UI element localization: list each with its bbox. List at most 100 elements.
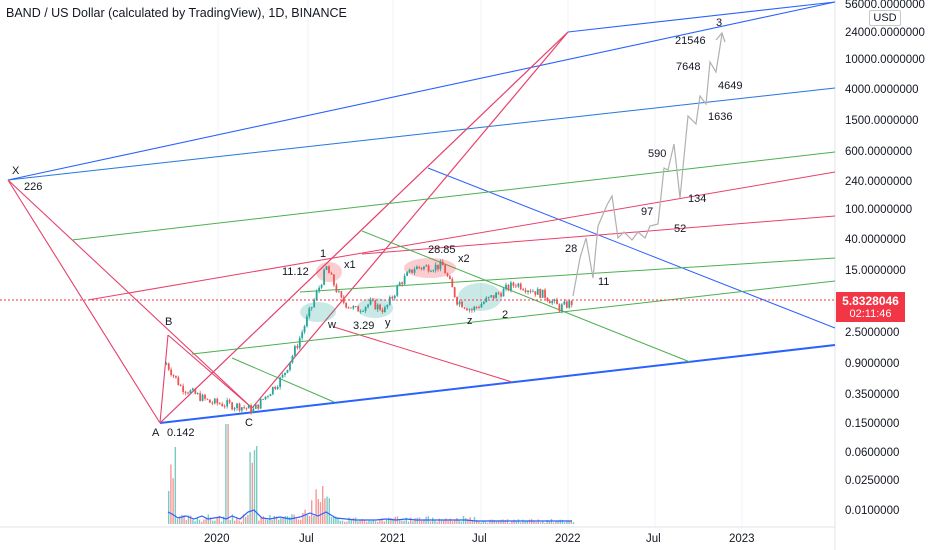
candle-body (556, 299, 558, 305)
volume-bar (542, 521, 544, 524)
volume-bar (203, 519, 205, 524)
volume-bar (225, 424, 227, 524)
candle-body (196, 393, 199, 394)
volume-bar (568, 520, 570, 524)
volume-bar (339, 520, 341, 524)
price-tick: 0.1500000 (845, 418, 899, 430)
candle-body (448, 276, 451, 280)
volume-bar (223, 516, 225, 524)
price-axis[interactable]: 56000.0000000 24000.0000000 10000.000000… (845, 0, 925, 517)
candle-body (233, 408, 236, 410)
candle-body (478, 307, 480, 308)
price-tick: 15.0000000 (845, 265, 906, 277)
volume-bar (324, 498, 326, 524)
volume-bar (192, 519, 194, 524)
volume-bar (366, 521, 368, 524)
volume-bar (271, 520, 273, 524)
volume-bar (181, 514, 183, 524)
candle-body (485, 297, 488, 303)
candle-body (408, 269, 411, 273)
candle-body (536, 288, 539, 295)
candlestick-series (165, 259, 573, 415)
candle-body (512, 282, 515, 286)
candle-body (541, 289, 544, 298)
price-tick: 2.5000000 (845, 327, 899, 339)
candle-body (461, 301, 463, 308)
candle-body (427, 265, 430, 272)
volume-bar (500, 519, 502, 524)
volume-bar (524, 520, 526, 524)
candle-body (325, 266, 328, 270)
last-price-tag: 5.8328046 02:11:46 (836, 292, 905, 322)
candle-body (458, 301, 461, 305)
candle-body (546, 297, 549, 301)
candle-body (245, 407, 248, 409)
time-tick: Jul (472, 533, 487, 545)
volume-bar (212, 520, 214, 524)
projection-path (572, 33, 723, 297)
volume-bar (218, 515, 220, 524)
volume-bar (423, 519, 425, 524)
volume-bar (308, 515, 311, 524)
candle-body (243, 407, 246, 409)
currency-button[interactable]: USD (869, 10, 901, 26)
candle-body (337, 291, 340, 293)
candle-body (398, 282, 401, 286)
volume-bar (293, 514, 295, 524)
volume-bar (487, 522, 489, 524)
volume-bar (216, 517, 218, 524)
price-tick: 0.9000000 (845, 358, 899, 370)
volume-bar (253, 450, 256, 524)
volume-bar (572, 522, 575, 524)
volume-bar (526, 520, 528, 524)
label-3: 3 (716, 17, 722, 29)
volume-bar (350, 519, 352, 524)
candle-body (276, 387, 279, 389)
candle-body (396, 285, 399, 296)
label-134: 134 (688, 193, 706, 205)
projection-labels: 11 28 52 97 134 590 1636 4649 7648 21546… (565, 17, 742, 288)
volume-bar (377, 521, 379, 524)
label-x: X (12, 165, 20, 177)
label-226: 226 (24, 181, 42, 193)
volume-bar (447, 520, 449, 524)
candle-body (560, 304, 563, 312)
price-tick: 24000.0000000 (845, 27, 925, 39)
candle-body (415, 266, 418, 270)
volume-bar (385, 519, 388, 524)
volume-bar (539, 522, 542, 524)
volume-bar (238, 520, 240, 524)
volume-bar (432, 517, 434, 524)
candle-body (274, 386, 277, 389)
candle-body (487, 296, 490, 298)
volume-bar (555, 520, 557, 524)
candle-body (323, 269, 325, 285)
volume-bar (251, 462, 253, 524)
volume-bar (220, 521, 223, 524)
volume-bar (559, 519, 561, 524)
volume-bar (495, 521, 498, 524)
volume-bar (346, 521, 348, 524)
volume-bar (372, 519, 374, 524)
price-tick: 56000.0000000 (845, 0, 925, 11)
candle-body (423, 266, 425, 270)
volume-bar (561, 519, 564, 524)
candle-body (284, 372, 286, 375)
candle-body (473, 306, 476, 311)
volume-bar (355, 517, 357, 524)
candle-body (463, 307, 466, 309)
price-tick: 40.0000000 (845, 234, 906, 246)
volume-bar (176, 519, 179, 524)
candle-body (333, 274, 335, 286)
candle-body (362, 310, 365, 312)
label-11: 11 (598, 276, 609, 288)
candle-body (482, 302, 485, 304)
volume-bar (405, 517, 407, 524)
volume-bar (278, 519, 280, 524)
time-axis[interactable]: 2020 Jul 2021 Jul 2022 Jul 2023 (204, 533, 755, 545)
candle-body (558, 304, 561, 312)
candle-body (466, 308, 468, 311)
volume-bar (399, 520, 401, 524)
volume-bar (557, 521, 559, 524)
